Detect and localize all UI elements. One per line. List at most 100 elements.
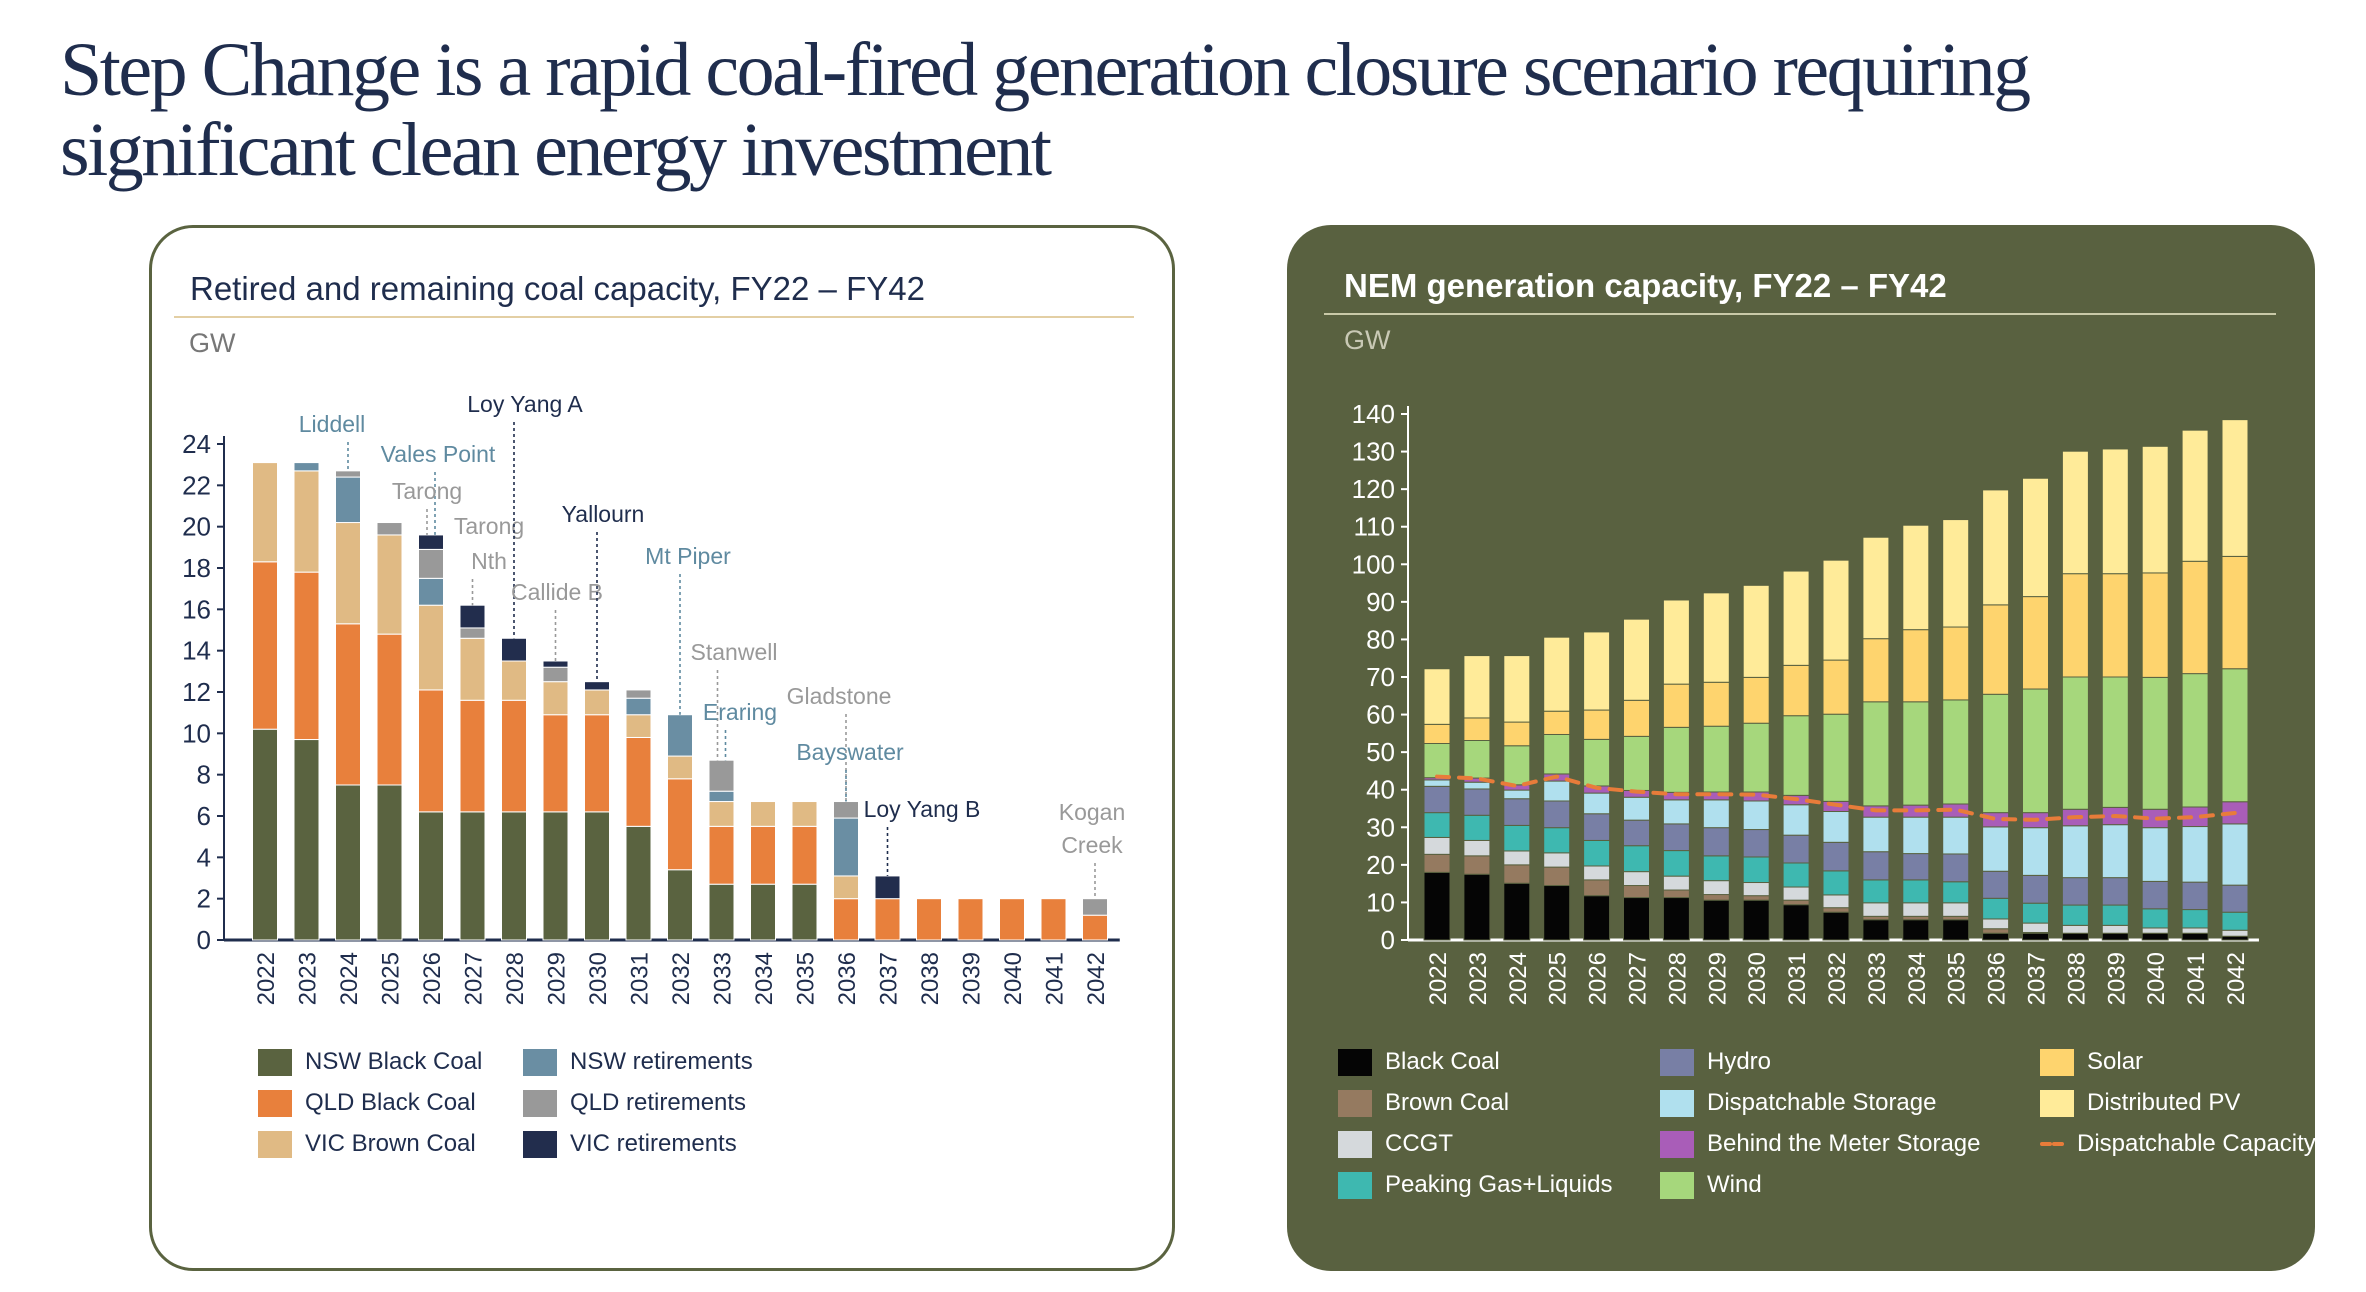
y-tick-label: 90 <box>1366 587 1395 617</box>
y-tick-label: 0 <box>197 925 211 955</box>
y-tick-label: 20 <box>182 512 211 542</box>
bar-segment-nsw-black-coal <box>791 883 818 941</box>
annotation-label: Tarong <box>392 478 462 504</box>
x-tick-label: 2032 <box>1824 952 1851 1005</box>
bar-segment-hydro <box>1423 785 1451 814</box>
x-tick-label: 2033 <box>1864 952 1891 1005</box>
x-tick-label: 2025 <box>1545 952 1572 1005</box>
y-tick-label: 60 <box>1366 700 1395 730</box>
bar-segment-distributed-pv <box>1982 489 2010 606</box>
y-tick-label: 14 <box>182 636 211 666</box>
legend-swatch <box>1660 1130 1694 1158</box>
bar-segment-wind <box>1782 715 1810 796</box>
bar-segment-black-coal <box>1503 882 1531 941</box>
bar-segment-brown-coal <box>1742 895 1770 901</box>
bar-segment-brown-coal <box>1942 915 1970 921</box>
bar-segment-black-coal <box>2221 935 2249 941</box>
bar-segment-ccgt <box>2022 922 2049 933</box>
bar-segment-dispatchable-storage <box>1822 811 1850 843</box>
bar-segment-vic-brown-coal <box>418 604 444 691</box>
bar-segment-wind <box>2181 673 2209 808</box>
bar-segment-peaking-gas-liquids <box>1662 850 1690 877</box>
bar-segment-nsw-black-coal <box>625 825 652 941</box>
bar-segment-peaking-gas-liquids <box>1543 827 1571 854</box>
x-tick-label: 2025 <box>378 952 405 1005</box>
bar-segment-dispatchable-storage <box>2221 823 2249 886</box>
bar-segment-distributed-pv <box>2141 445 2169 574</box>
legend-item: VIC Brown Coal <box>258 1130 476 1158</box>
legend-item: Brown Coal <box>1338 1089 1509 1117</box>
bar-segment-distributed-pv <box>1543 636 1571 712</box>
y-tick-label: 8 <box>197 760 211 790</box>
bar-segment-wind <box>1702 725 1730 793</box>
y-tick-label: 130 <box>1352 437 1395 467</box>
legend-item: Distributed PV <box>2040 1089 2240 1117</box>
annotation-label: Vales Point <box>381 441 496 467</box>
bar-segment-hydro <box>1782 834 1810 864</box>
bar-segment-wind <box>1742 722 1770 793</box>
bar-segment-ccgt <box>1862 902 1890 917</box>
bar-segment-vic-brown-coal <box>750 801 776 827</box>
bar-segment-wind <box>1623 735 1650 791</box>
divider <box>1324 313 2276 315</box>
bar-segment-dispatchable-storage <box>1503 789 1531 800</box>
bar-segment-peaking-gas-liquids <box>2061 904 2089 926</box>
y-tick-label: 0 <box>1381 925 1395 955</box>
bar-segment-black-coal <box>2101 932 2129 941</box>
legend-item: Hydro <box>1660 1048 1771 1076</box>
y-tick-label: 6 <box>197 801 211 831</box>
bar-segment-qld-retirements <box>542 666 569 683</box>
x-tick-label: 2024 <box>336 952 363 1005</box>
legend-swatch <box>2040 1048 2074 1076</box>
bar-segment-black-coal <box>1583 895 1611 941</box>
x-tick-label: 2034 <box>1904 952 1931 1005</box>
bar-segment-black-coal <box>1662 897 1690 941</box>
bar-segment-distributed-pv <box>1662 599 1690 685</box>
x-tick-label: 2023 <box>295 952 322 1005</box>
legend-label: Wind <box>1707 1171 1762 1198</box>
legend-item: CCGT <box>1338 1130 1453 1158</box>
y-tick-label: 80 <box>1366 624 1395 654</box>
bar-segment-brown-coal <box>1782 899 1810 906</box>
y-tick-label: 20 <box>1366 850 1395 880</box>
bar-segment-peaking-gas-liquids <box>1862 879 1890 904</box>
bar-segment-dispatchable-storage <box>1583 792 1611 815</box>
x-tick-label: 2040 <box>2143 952 2170 1005</box>
bar-segment-solar <box>1543 710 1571 735</box>
bar-segment-distributed-pv <box>1822 559 1850 661</box>
bar-segment-peaking-gas-liquids <box>1623 845 1650 873</box>
annotation-label: Liddell <box>299 411 366 437</box>
legend-swatch <box>2040 1089 2074 1117</box>
x-tick-label: 2030 <box>585 952 612 1005</box>
bar-segment-brown-coal <box>1583 879 1611 897</box>
bar-segment-distributed-pv <box>1942 519 1970 628</box>
legend-label: NSW retirements <box>570 1048 753 1075</box>
legend-swatch <box>1660 1171 1694 1199</box>
bar-segment-peaking-gas-liquids <box>1423 812 1451 838</box>
bar-segment-qld-retirements <box>833 801 859 819</box>
bar-segment-hydro <box>1982 870 2010 899</box>
bar-segment-hydro <box>2221 884 2249 913</box>
bar-segment-nsw-retirements <box>335 476 361 524</box>
bar-segment-brown-coal <box>1982 928 2010 934</box>
bar-segment-dispatchable-storage <box>2101 824 2129 879</box>
bar-segment-vic-brown-coal <box>459 637 486 701</box>
bar-segment-hydro <box>1583 813 1611 841</box>
bar-segment-ccgt <box>1423 836 1451 855</box>
bar-segment-black-coal <box>1543 885 1571 941</box>
legend-label: QLD Black Coal <box>305 1089 476 1116</box>
bar-segment-dispatchable-storage <box>2022 827 2049 876</box>
bar-segment-hydro <box>1942 853 1970 883</box>
bar-segment-solar <box>1423 723 1451 745</box>
bar-segment-dispatchable-storage <box>1942 816 1970 855</box>
bar-segment-qld-black-coal <box>1082 914 1108 941</box>
bar-segment-hydro <box>1702 827 1730 857</box>
bar-segment-brown-coal <box>1503 864 1531 884</box>
x-tick-label: 2035 <box>793 952 820 1005</box>
annotation-label: Stanwell <box>691 639 778 665</box>
bar-segment-nsw-black-coal <box>750 883 776 941</box>
bar-segment-vic-brown-coal <box>542 681 569 716</box>
x-tick-label: 2031 <box>1784 952 1811 1005</box>
bar-segment-peaking-gas-liquids <box>2221 911 2249 931</box>
